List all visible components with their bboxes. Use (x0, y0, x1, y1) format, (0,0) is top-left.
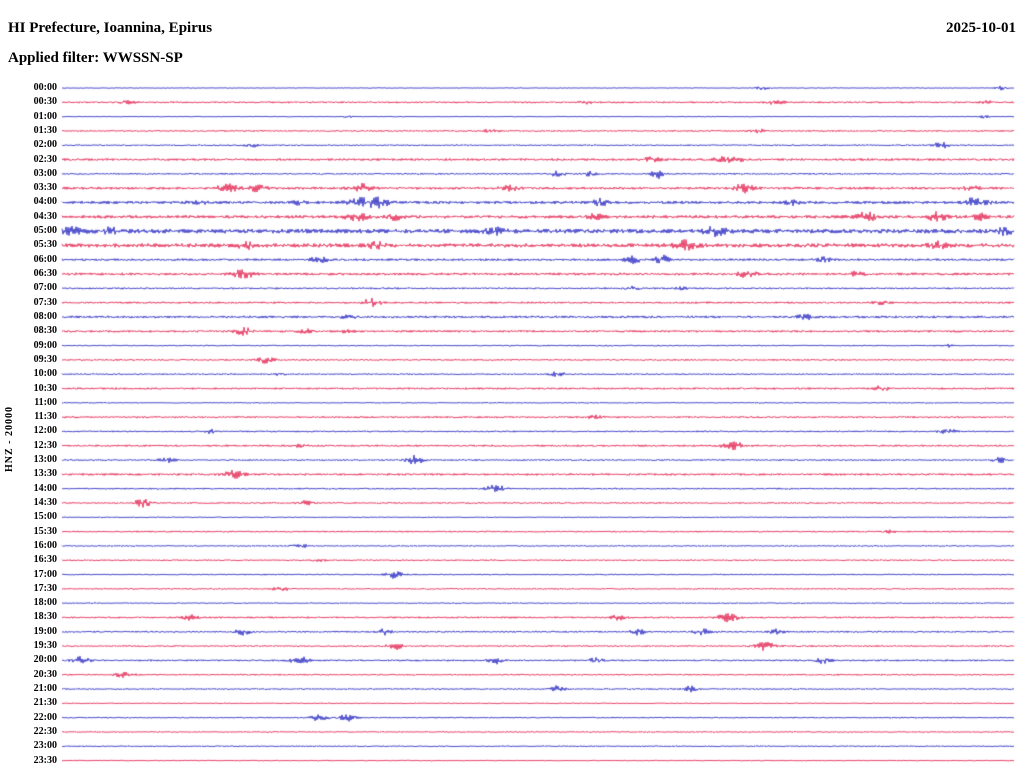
time-label: 04:00 (33, 196, 57, 208)
time-label: 22:00 (33, 711, 57, 723)
time-label: 00:30 (33, 96, 57, 108)
time-label: 06:00 (33, 253, 57, 265)
time-label: 21:00 (33, 683, 57, 695)
time-label: 11:00 (34, 396, 57, 408)
time-label: 11:30 (34, 411, 57, 423)
time-label: 05:30 (33, 239, 57, 251)
station-title: HI Prefecture, Ioannina, Epirus (8, 20, 213, 36)
date-label: 2025-10-01 (946, 20, 1016, 36)
time-label: 14:30 (33, 496, 57, 508)
time-label: 23:30 (33, 754, 57, 766)
time-label: 08:30 (33, 325, 57, 337)
time-label: 16:30 (33, 554, 57, 566)
time-label: 21:30 (33, 697, 57, 709)
time-label: 06:30 (33, 268, 57, 280)
time-label: 15:00 (33, 511, 57, 523)
time-label: 18:00 (33, 597, 57, 609)
time-label: 23:00 (33, 740, 57, 752)
filter-label: Applied filter: WWSSN-SP (8, 50, 183, 66)
time-label: 19:30 (33, 640, 57, 652)
time-label: 07:00 (33, 282, 57, 294)
time-label: 16:00 (33, 539, 57, 551)
time-label: 17:00 (33, 568, 57, 580)
time-label: 07:30 (33, 296, 57, 308)
time-label: 20:30 (33, 668, 57, 680)
time-label: 22:30 (33, 725, 57, 737)
time-label: 13:00 (33, 454, 57, 466)
time-label: 03:30 (33, 182, 57, 194)
time-label: 15:30 (33, 525, 57, 537)
time-label: 13:30 (33, 468, 57, 480)
time-label: 09:30 (33, 353, 57, 365)
time-label: 03:00 (33, 167, 57, 179)
time-label: 00:00 (33, 82, 57, 93)
time-label: 18:30 (33, 611, 57, 623)
time-label: 20:00 (33, 654, 57, 666)
time-label: 12:00 (33, 425, 57, 437)
time-label: 12:30 (33, 439, 57, 451)
time-label: 08:00 (33, 310, 57, 322)
time-label: 01:00 (33, 110, 57, 122)
time-label: 19:00 (33, 625, 57, 637)
time-label: 10:30 (33, 382, 57, 394)
time-label: 01:30 (33, 124, 57, 136)
time-label: 05:00 (33, 225, 57, 237)
time-label: 09:00 (33, 339, 57, 351)
time-label: 17:30 (33, 582, 57, 594)
time-label: 04:30 (33, 210, 57, 222)
time-label: 14:00 (33, 482, 57, 494)
time-axis: 00:00 00:30 01:00 01:30 02:00 02:30 03:00 03:30… (0, 0, 60, 780)
time-label: 02:00 (33, 139, 57, 151)
time-label: 10:00 (33, 368, 57, 380)
time-label: 02:30 (33, 153, 57, 165)
